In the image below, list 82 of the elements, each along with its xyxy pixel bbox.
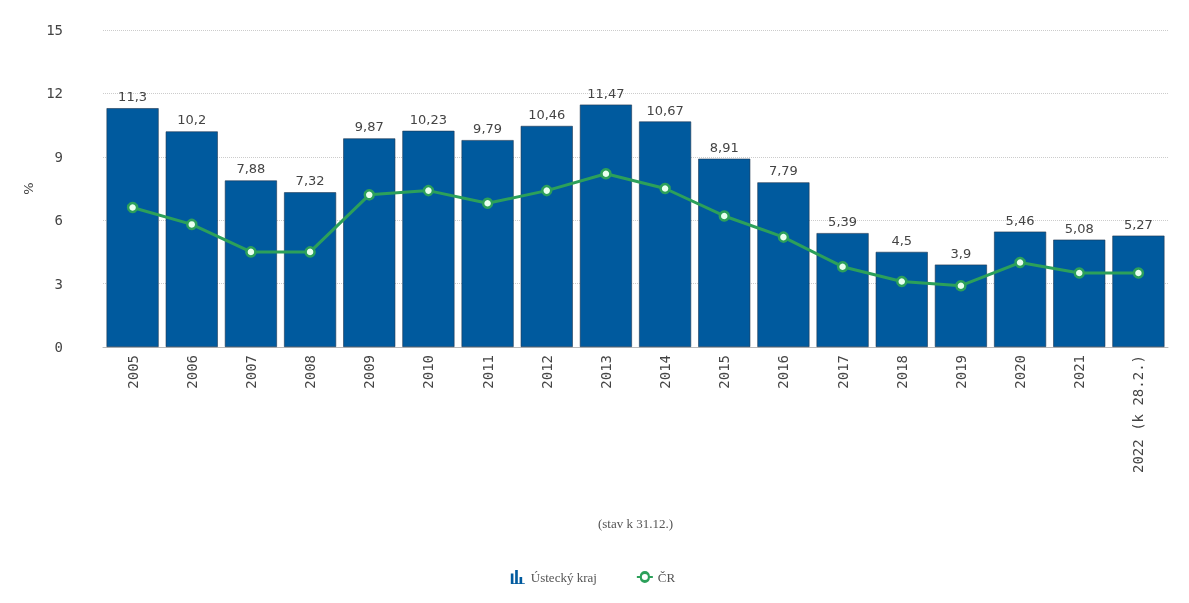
x-tick-label: 2012	[538, 355, 555, 389]
y-axis-title: %	[21, 182, 37, 195]
y-tick-label: 12	[46, 85, 63, 102]
bar	[816, 233, 869, 347]
data-label: 10,23	[409, 111, 448, 127]
y-tick-label: 0	[54, 339, 63, 355]
data-label: 9,79	[473, 121, 503, 137]
bar	[1053, 239, 1106, 347]
x-tick-label: 2013	[597, 355, 614, 389]
point	[481, 197, 494, 210]
data-label: 3,9	[950, 245, 972, 261]
point	[126, 201, 139, 214]
y-tick-label: 15	[46, 22, 63, 38]
point	[186, 218, 198, 231]
x-tick-label: 2015	[716, 355, 733, 389]
data-label: 5,08	[1064, 220, 1094, 236]
bar	[875, 251, 928, 347]
x-tick-label: 2009	[361, 355, 378, 389]
x-tick-label: 2006	[183, 355, 200, 389]
point	[659, 182, 671, 195]
data-label: 9,87	[354, 119, 384, 135]
bar	[579, 104, 632, 347]
data-label: 10,67	[646, 102, 684, 118]
y-tick-label: 3	[54, 275, 63, 292]
legend-label: ČR	[657, 569, 676, 585]
data-label: 11,3	[118, 89, 148, 105]
data-label: 7,79	[768, 163, 798, 179]
bar	[994, 231, 1047, 347]
x-tick-label: 2018	[893, 355, 910, 389]
x-tick-label: 2019	[952, 355, 969, 389]
point	[1014, 256, 1026, 269]
data-label: 5,46	[1005, 212, 1035, 228]
x-axis-title: (stav k 31.12.)	[597, 516, 674, 531]
data-label: 10,46	[528, 106, 566, 122]
point	[1073, 267, 1085, 279]
point	[600, 167, 612, 180]
point	[955, 279, 967, 292]
x-tick-label: 2005	[124, 355, 141, 389]
bar	[520, 125, 573, 347]
x-tick-label: 2008	[302, 355, 319, 389]
x-tick-label: 2021	[1071, 355, 1088, 389]
bar	[165, 131, 218, 347]
data-label: 5,39	[828, 214, 858, 230]
bar	[1112, 235, 1165, 347]
bar	[284, 192, 337, 347]
bar	[402, 130, 455, 347]
point	[304, 246, 316, 258]
data-label: 7,32	[295, 173, 325, 189]
x-tick-label: 2011	[479, 355, 496, 389]
point	[245, 246, 257, 258]
point	[541, 184, 553, 197]
point	[363, 189, 375, 201]
bar	[461, 140, 514, 347]
x-tick-label: 2017	[834, 355, 851, 389]
x-tick-label: 2016	[775, 355, 792, 389]
point	[1132, 267, 1145, 279]
data-label: 4,5	[891, 232, 913, 248]
y-tick-label: 9	[54, 148, 63, 165]
x-tick-label: 2014	[657, 355, 674, 389]
bar	[343, 138, 396, 347]
point	[777, 231, 790, 243]
legend-label: Ústecký kraj	[530, 569, 597, 585]
point	[718, 210, 730, 222]
x-tick-label: 2020	[1012, 355, 1029, 389]
x-tick-label: 2022 (k 28.2.)	[1130, 355, 1147, 474]
bar	[698, 158, 751, 347]
point	[836, 260, 849, 273]
x-tick-label: 2010	[420, 355, 437, 389]
data-label: 5,27	[1123, 216, 1153, 232]
y-tick-label: 6	[54, 212, 63, 229]
point	[422, 184, 435, 197]
data-label: 10,2	[177, 112, 207, 128]
bar	[106, 108, 159, 347]
data-label: 11,47	[587, 85, 625, 101]
x-tick-label: 2007	[242, 355, 259, 389]
data-label: 7,88	[236, 161, 266, 177]
bar	[934, 264, 987, 347]
point	[896, 275, 908, 288]
data-label: 8,91	[709, 139, 739, 155]
bar	[639, 121, 692, 347]
bar	[757, 182, 810, 347]
bar	[224, 180, 277, 347]
